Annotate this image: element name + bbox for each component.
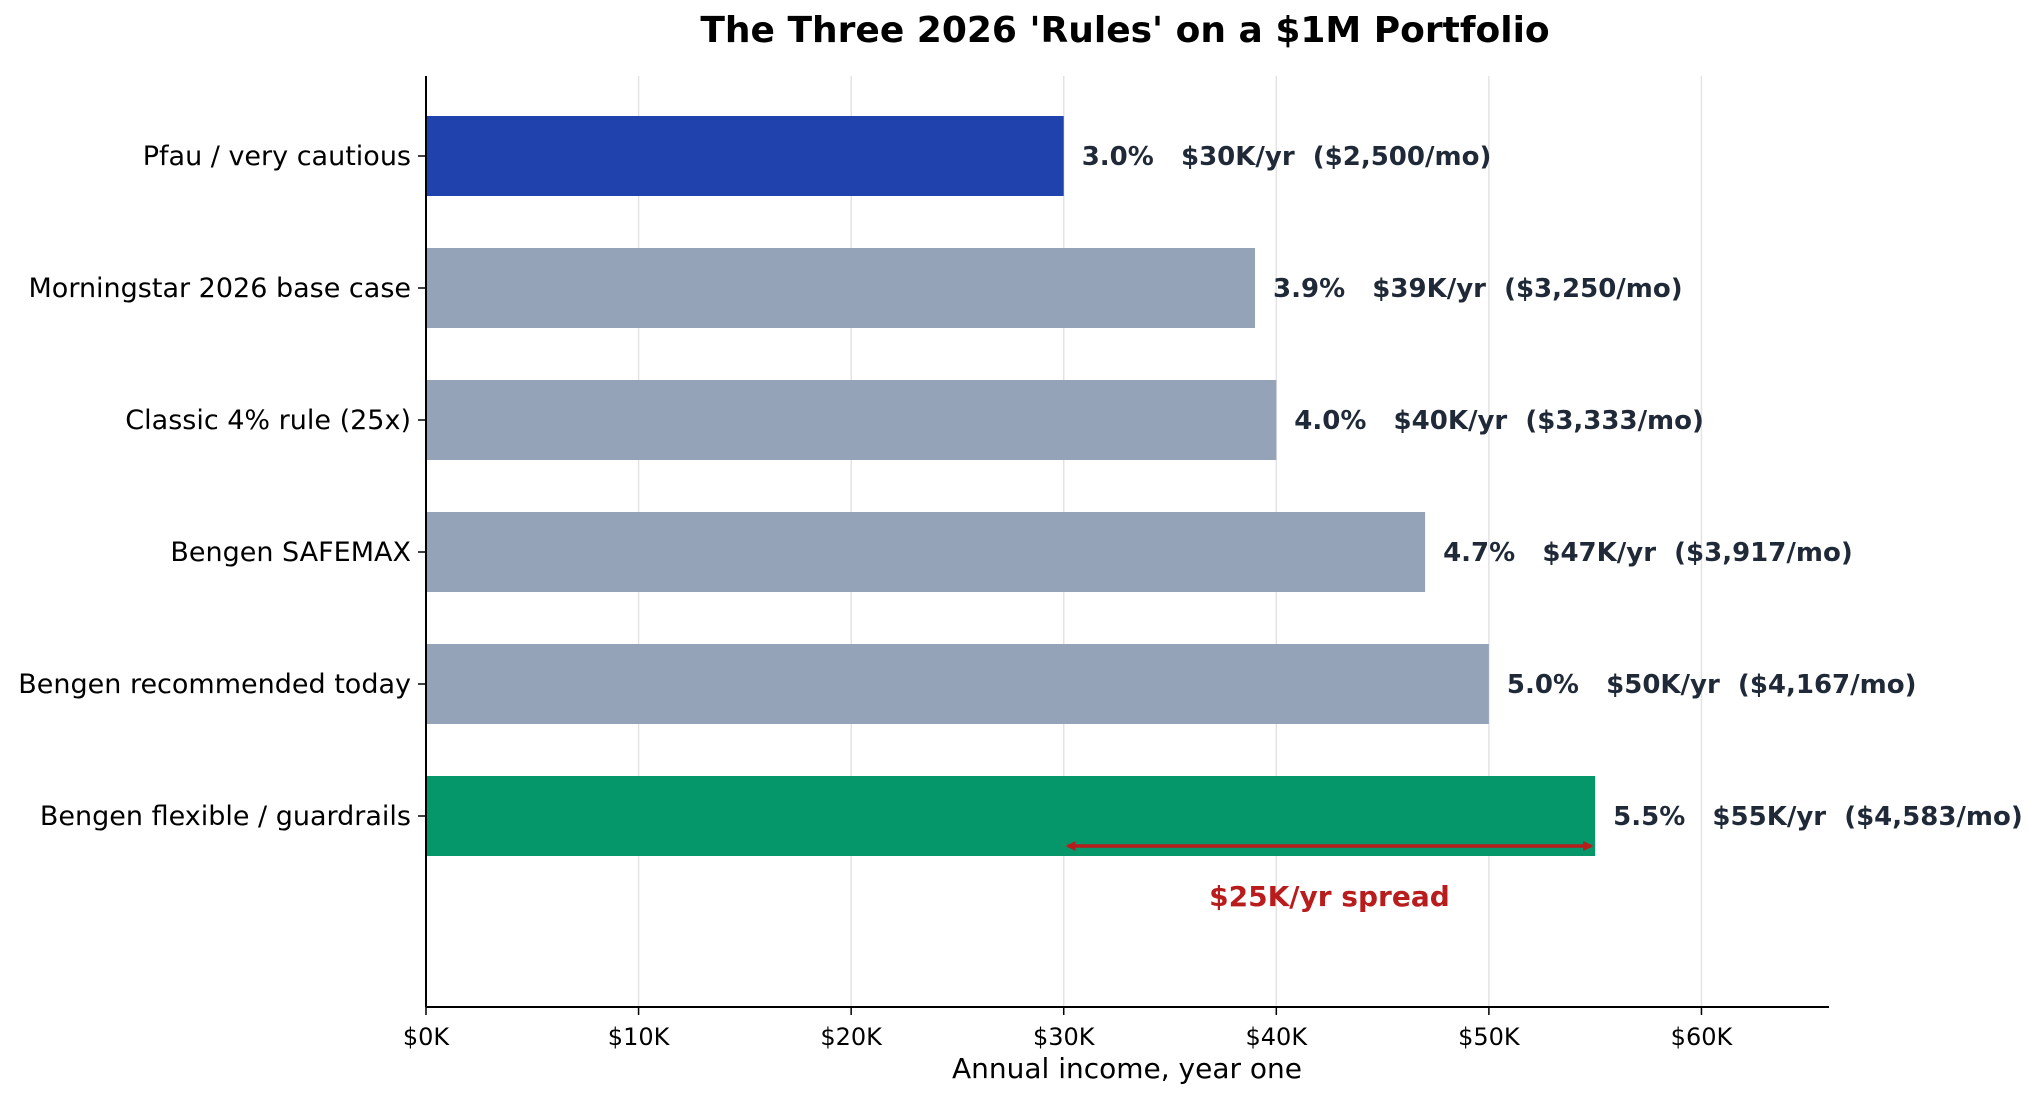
x-tick-label: $40K [1246,1023,1309,1051]
chart-title: The Three 2026 'Rules' on a $1M Portfoli… [700,10,1549,51]
data-label: 5.0% $50K/yr ($4,167/mo) [1507,670,1917,700]
bar [426,776,1596,856]
x-axis-ticks: $0K $10K $20K $30K $40K $50K $60K [403,155,1734,1051]
category-label: Classic 4% rule (25x) [125,405,411,436]
x-tick-label: $10K [608,1023,671,1051]
data-label: 4.7% $47K/yr ($3,917/mo) [1443,538,1853,568]
bar [426,248,1256,328]
bars [426,116,1596,856]
bar [426,512,1426,592]
data-label: 3.9% $39K/yr ($3,250/mo) [1273,274,1683,304]
x-tick-label: $20K [820,1023,883,1051]
x-tick-label: $30K [1033,1023,1096,1051]
category-label: Bengen flexible / guardrails [40,801,411,832]
category-label: Bengen SAFEMAX [170,537,411,568]
x-tick-label: $0K [403,1023,451,1051]
category-label: Bengen recommended today [18,669,411,700]
category-labels: Pfau / very cautious Morningstar 2026 bas… [18,141,411,832]
spread-label: $25K/yr spread [1209,880,1450,913]
data-label: 3.0% $30K/yr ($2,500/mo) [1082,142,1492,172]
bar [426,644,1489,724]
data-label: 4.0% $40K/yr ($3,333/mo) [1294,406,1704,436]
data-label: 5.5% $55K/yr ($4,583/mo) [1613,802,2023,832]
bar [426,380,1277,460]
bar [426,116,1064,196]
x-tick-label: $60K [1671,1023,1734,1051]
data-labels: 3.0% $30K/yr ($2,500/mo) 3.9% $39K/yr ($3… [1082,142,2023,832]
category-label: Morningstar 2026 base case [29,273,412,304]
x-tick-label: $50K [1458,1023,1521,1051]
spread-annotation: $25K/yr spread [1065,841,1594,913]
category-label: Pfau / very cautious [143,141,411,172]
x-axis-title: Annual income, year one [952,1052,1302,1085]
